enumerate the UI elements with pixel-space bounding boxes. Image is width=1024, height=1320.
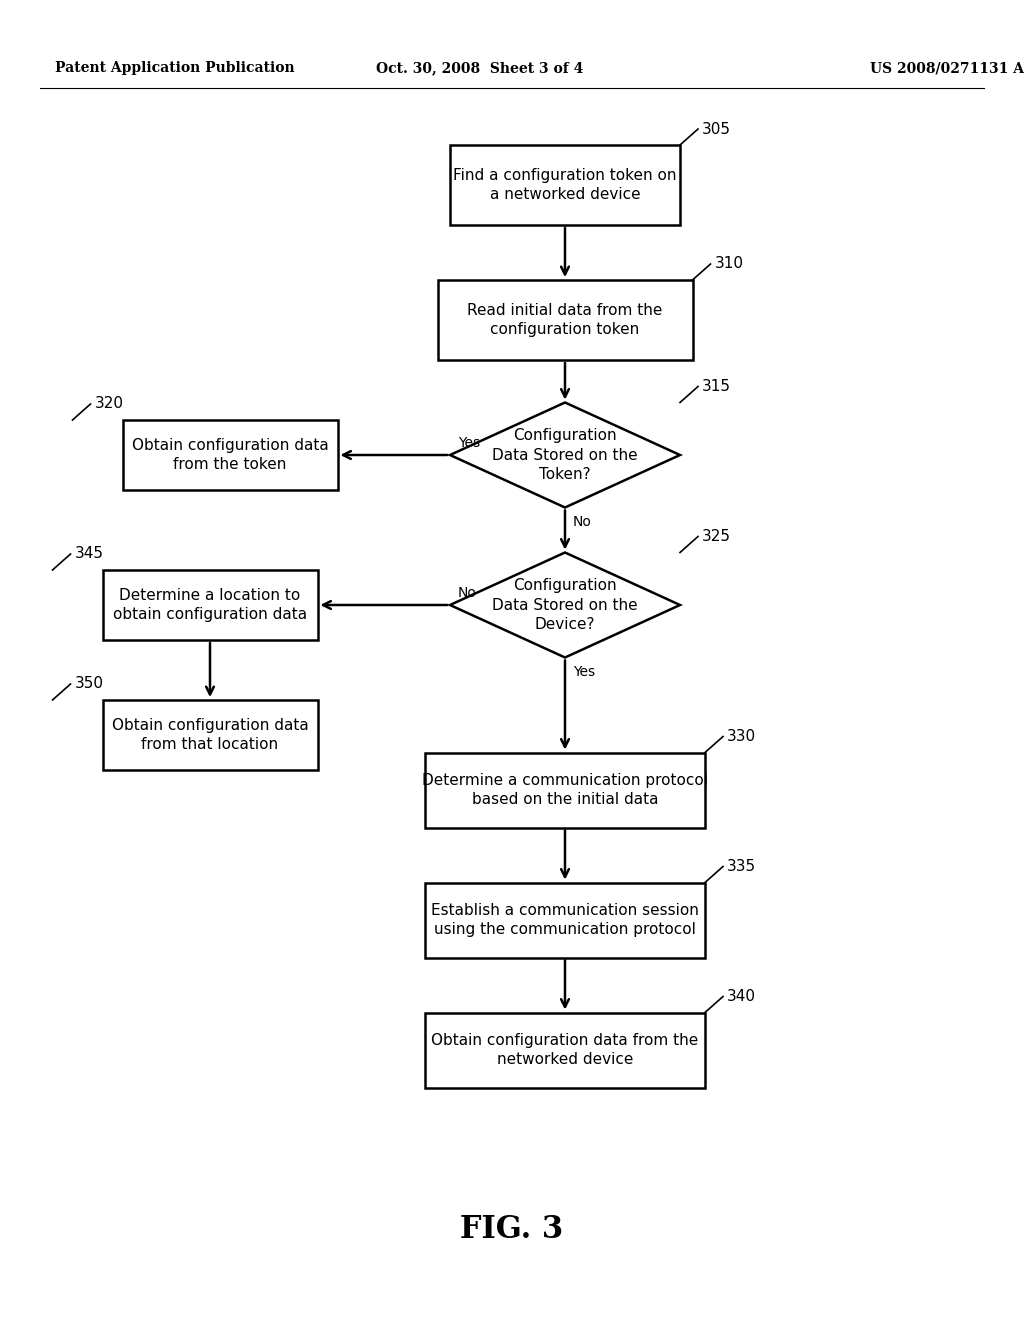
Text: Read initial data from the
configuration token: Read initial data from the configuration… bbox=[467, 302, 663, 338]
Text: Yes: Yes bbox=[458, 436, 480, 450]
Text: Determine a communication protocol
based on the initial data: Determine a communication protocol based… bbox=[422, 772, 708, 808]
Bar bbox=[102, 700, 317, 770]
Bar bbox=[437, 280, 692, 360]
Text: No: No bbox=[458, 586, 477, 601]
Text: Configuration
Data Stored on the
Token?: Configuration Data Stored on the Token? bbox=[493, 428, 638, 482]
Text: 310: 310 bbox=[715, 256, 743, 272]
Text: Yes: Yes bbox=[573, 665, 595, 680]
Text: Patent Application Publication: Patent Application Publication bbox=[55, 61, 295, 75]
Bar bbox=[425, 752, 705, 828]
Text: 335: 335 bbox=[727, 859, 756, 874]
Text: 325: 325 bbox=[702, 529, 731, 544]
Text: 330: 330 bbox=[727, 729, 756, 744]
Text: Configuration
Data Stored on the
Device?: Configuration Data Stored on the Device? bbox=[493, 578, 638, 632]
Text: FIG. 3: FIG. 3 bbox=[461, 1214, 563, 1246]
Text: 305: 305 bbox=[702, 121, 731, 136]
Polygon shape bbox=[450, 553, 680, 657]
Polygon shape bbox=[450, 403, 680, 507]
Text: Establish a communication session
using the communication protocol: Establish a communication session using … bbox=[431, 903, 699, 937]
Text: 320: 320 bbox=[94, 396, 124, 412]
Bar bbox=[123, 420, 338, 490]
Text: 315: 315 bbox=[702, 379, 731, 393]
Text: Find a configuration token on
a networked device: Find a configuration token on a networke… bbox=[454, 168, 677, 202]
Text: No: No bbox=[573, 516, 592, 529]
Bar bbox=[425, 1012, 705, 1088]
Bar bbox=[450, 145, 680, 224]
Text: Determine a location to
obtain configuration data: Determine a location to obtain configura… bbox=[113, 587, 307, 623]
Text: Obtain configuration data
from that location: Obtain configuration data from that loca… bbox=[112, 718, 308, 752]
Text: 345: 345 bbox=[75, 546, 103, 561]
Bar bbox=[425, 883, 705, 957]
Text: Obtain configuration data
from the token: Obtain configuration data from the token bbox=[132, 438, 329, 473]
Bar bbox=[102, 570, 317, 640]
Text: 340: 340 bbox=[727, 989, 756, 1005]
Text: Oct. 30, 2008  Sheet 3 of 4: Oct. 30, 2008 Sheet 3 of 4 bbox=[376, 61, 584, 75]
Text: Obtain configuration data from the
networked device: Obtain configuration data from the netwo… bbox=[431, 1032, 698, 1068]
Text: US 2008/0271131 A1: US 2008/0271131 A1 bbox=[870, 61, 1024, 75]
Text: 350: 350 bbox=[75, 676, 103, 692]
